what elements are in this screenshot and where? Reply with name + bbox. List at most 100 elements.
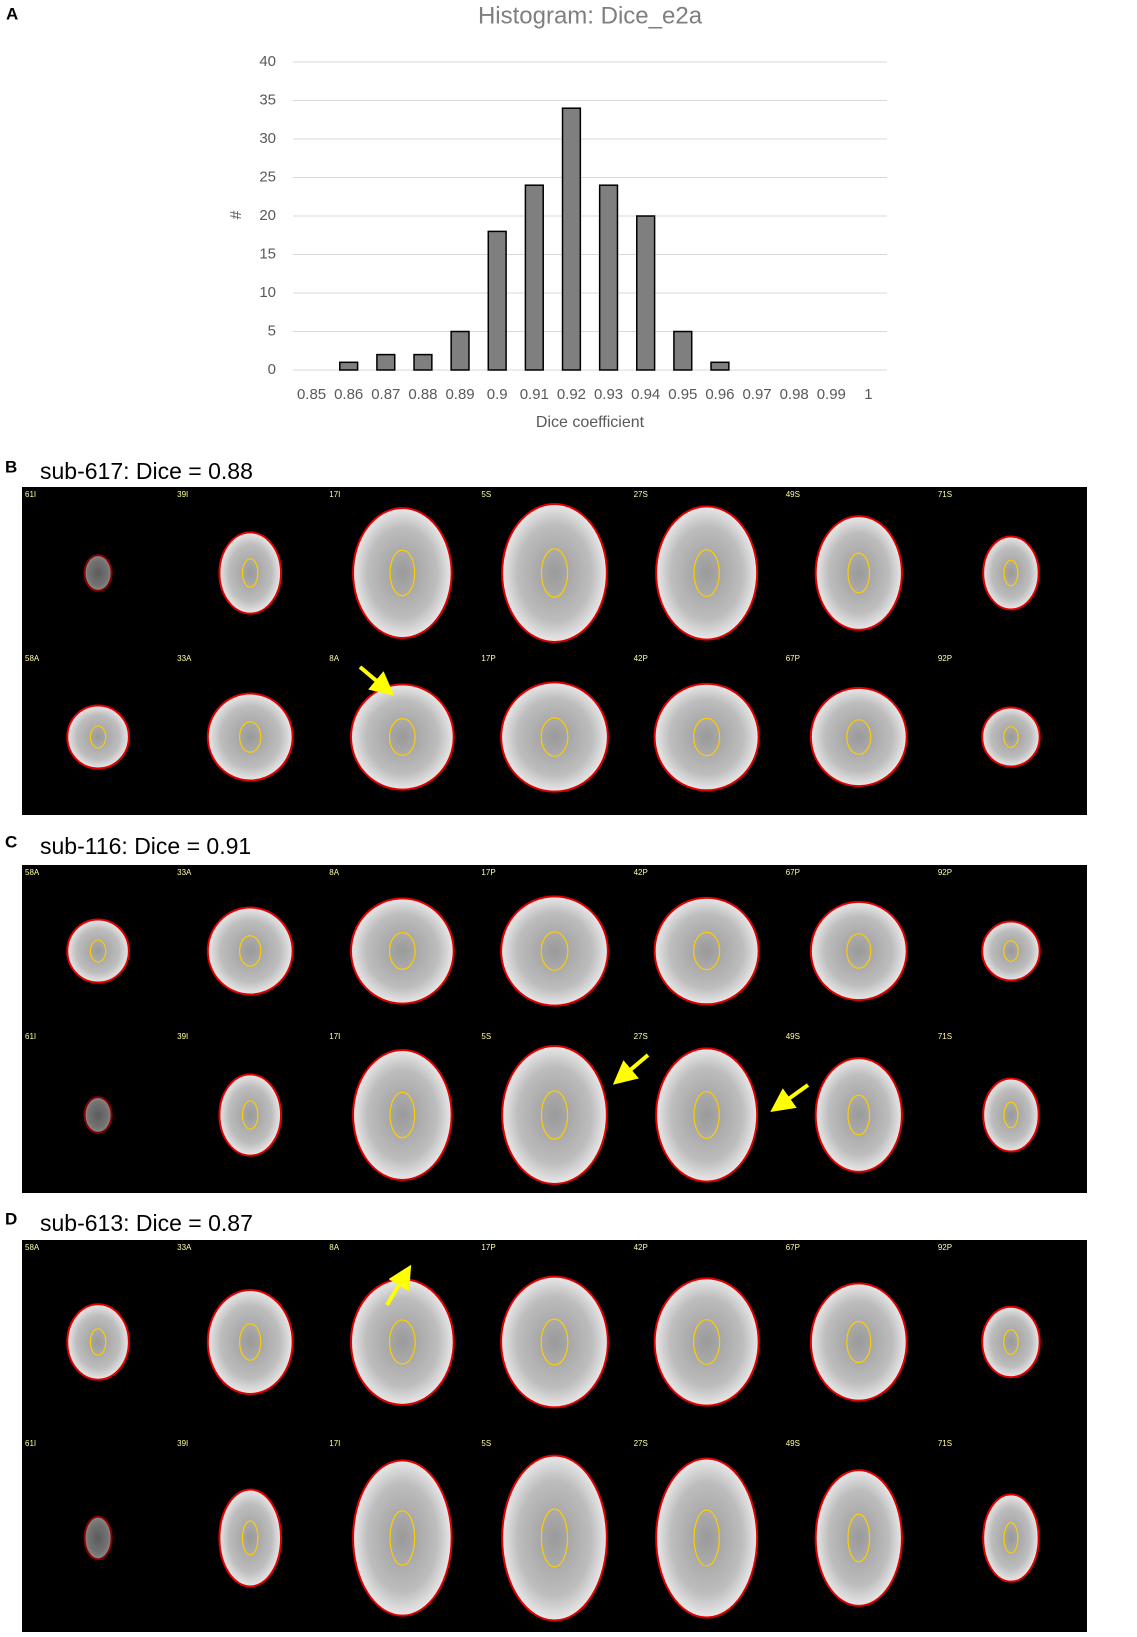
slice-label: 27S: [634, 1439, 648, 1448]
slice-label: 49S: [786, 1032, 800, 1041]
x-tick-label: 0.91: [520, 386, 549, 403]
brain-slice: [500, 895, 609, 1007]
ventricle: [239, 721, 262, 753]
x-tick-label: 0.94: [631, 386, 660, 403]
slice-label: 42P: [634, 1243, 648, 1252]
y-tick-label: 20: [259, 207, 276, 224]
bar: [561, 107, 582, 371]
ventricle: [388, 1319, 416, 1365]
slice-label: 8A: [329, 868, 339, 877]
slice-label: 39I: [177, 1439, 188, 1448]
x-tick-label: 0.86: [334, 386, 363, 403]
arrow: [385, 1264, 412, 1307]
x-tick-label: 0.97: [742, 386, 771, 403]
slice-label: 8A: [329, 1243, 339, 1252]
panel-letter: C: [5, 832, 17, 851]
brain-slice: [206, 906, 294, 996]
slice-label: 67P: [786, 1243, 800, 1252]
ventricle: [847, 1513, 871, 1563]
brain-slice: [653, 682, 760, 792]
ventricle: [89, 1328, 107, 1356]
ventricle: [89, 939, 107, 963]
ventricle: [241, 1520, 259, 1556]
brain-slice: [83, 1515, 113, 1561]
y-tick-label: 10: [259, 284, 276, 301]
y-tick-label: 30: [259, 130, 276, 147]
slice-label: 71S: [938, 1439, 952, 1448]
brain-slice: [83, 554, 113, 592]
brain-slice: [500, 1275, 609, 1409]
ventricle: [1003, 940, 1019, 962]
x-tick-label: 1: [864, 386, 872, 403]
ventricle: [1003, 1522, 1019, 1554]
brain-slice: [206, 1289, 294, 1395]
panel-title: sub-116: Dice = 0.91: [40, 833, 251, 859]
brain-slice: [352, 1459, 453, 1617]
brain-slice: [982, 535, 1040, 611]
slice-label: 58A: [25, 868, 40, 877]
slice-label: 61I: [25, 1439, 36, 1448]
y-tick-label: 25: [259, 168, 276, 185]
bar: [339, 361, 359, 371]
slice-label: 5S: [481, 490, 491, 499]
slice-label: 58A: [25, 1243, 40, 1252]
brain-slice: [809, 900, 908, 1002]
brain-slice: [809, 686, 908, 788]
slice-label: 42P: [634, 868, 648, 877]
slice-label: 5S: [481, 1439, 491, 1448]
ventricle: [1003, 559, 1019, 587]
slice-label: 17P: [481, 654, 495, 663]
y-axis-title: #: [228, 210, 245, 219]
ventricle: [540, 1090, 569, 1140]
slice-label: 67P: [786, 654, 800, 663]
brain-slice: [655, 505, 759, 641]
ventricle: [847, 552, 871, 594]
slice-label: 17P: [481, 868, 495, 877]
brain-slice: [206, 692, 294, 782]
brain-slice: [981, 1305, 1041, 1379]
brain-slice: [352, 507, 453, 639]
slice-label: 17P: [481, 1243, 495, 1252]
brain-slice: [350, 683, 455, 791]
bar: [710, 361, 730, 371]
ventricle: [540, 1318, 569, 1366]
panel-letter: B: [5, 457, 17, 476]
brain-slice: [982, 1077, 1040, 1153]
slice-label: 39I: [177, 1032, 188, 1041]
x-tick-label: 0.95: [668, 386, 697, 403]
brain-slice: [814, 1057, 903, 1173]
slice-label: 27S: [634, 490, 648, 499]
ventricle: [693, 1319, 721, 1365]
slice-label: 71S: [938, 1032, 952, 1041]
ventricle: [389, 549, 416, 597]
x-tick-label: 0.89: [445, 386, 474, 403]
brain-slice: [982, 1493, 1040, 1583]
brain-slice: [500, 681, 609, 793]
panel-letter: D: [5, 1209, 17, 1228]
bar: [636, 215, 656, 371]
brain-slice: [653, 1277, 760, 1407]
slice-label: 39I: [177, 490, 188, 499]
x-tick-label: 0.96: [705, 386, 734, 403]
x-tick-label: 0.9: [487, 386, 508, 403]
slice-label: 92P: [938, 1243, 952, 1252]
slice-label: 61I: [25, 1032, 36, 1041]
brain-slice: [350, 1278, 455, 1406]
panel-title: sub-613: Dice = 0.87: [40, 1210, 253, 1236]
y-tick-label: 35: [259, 91, 276, 108]
ventricle: [540, 717, 569, 757]
arrows: [358, 665, 810, 1307]
brain-slice: [66, 918, 130, 984]
ventricle: [1003, 726, 1019, 748]
ventricle: [239, 935, 262, 967]
ventricle: [389, 1510, 416, 1566]
brain-slice: [814, 515, 903, 631]
ventricle: [693, 717, 721, 757]
slice-label: 58A: [25, 654, 40, 663]
brain-slice: [218, 531, 283, 615]
ventricle: [693, 931, 721, 971]
ventricle: [241, 1100, 259, 1130]
ventricle: [540, 931, 569, 971]
